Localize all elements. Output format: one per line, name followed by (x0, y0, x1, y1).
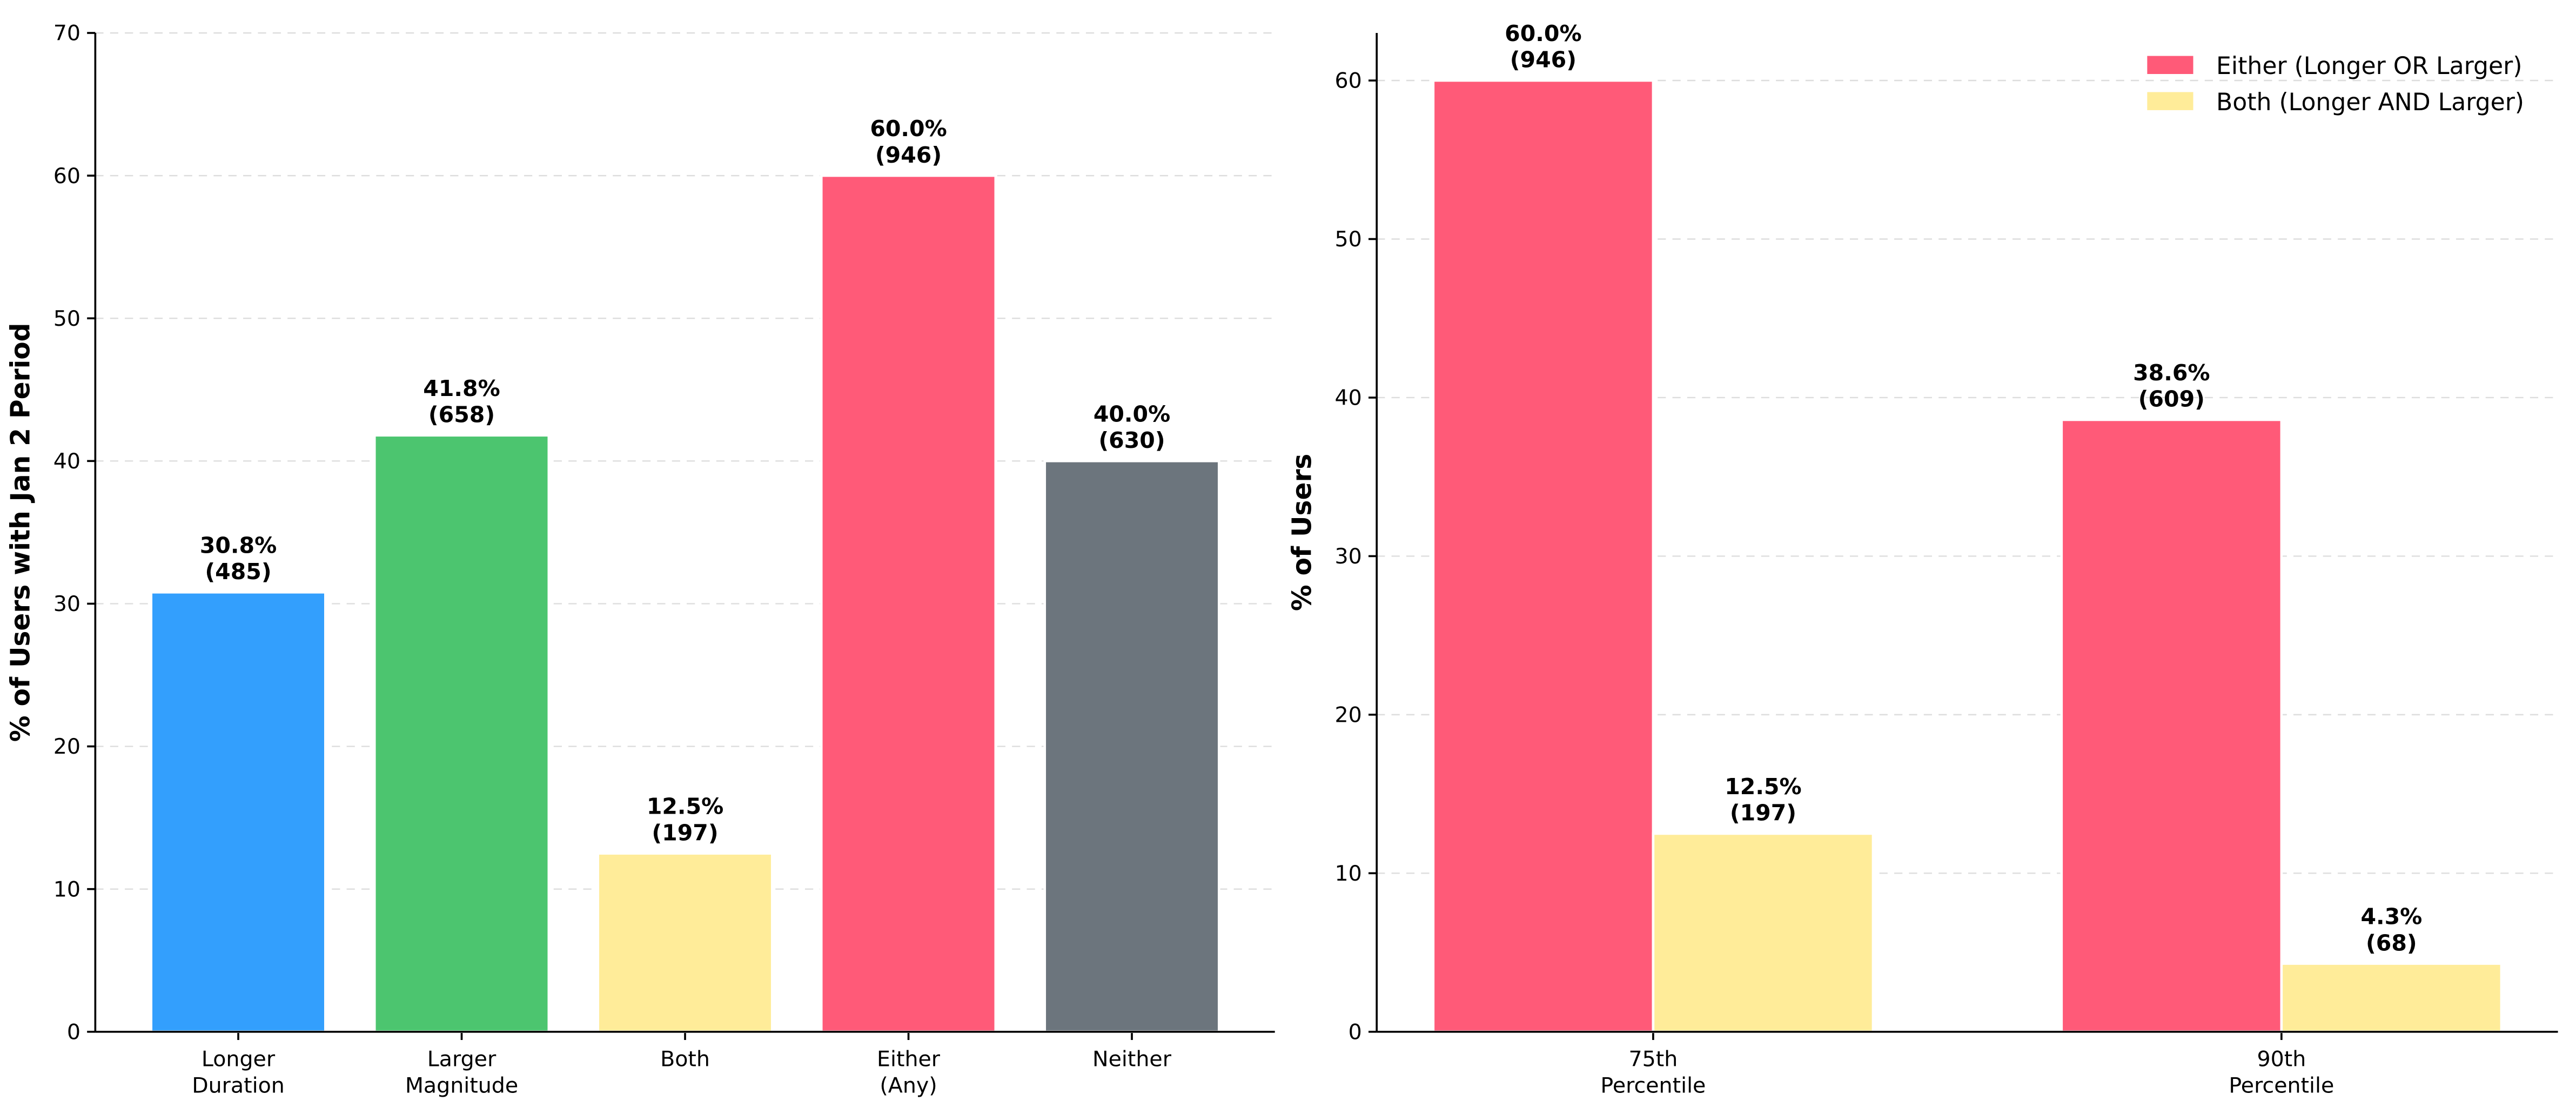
y-tick-label: 40 (53, 449, 81, 474)
x-tick-label: Larger Magnitude (405, 1047, 518, 1098)
legend-label: Either (Longer OR Larger) (2216, 52, 2522, 80)
y-tick-label: 70 (53, 21, 81, 46)
bar (2280, 962, 2503, 1034)
legend-swatch (2147, 92, 2193, 110)
legend-label: Both (Longer AND Larger) (2216, 89, 2524, 116)
x-tick-label: 90th Percentile (2229, 1047, 2334, 1098)
y-tick-label: 0 (1349, 1019, 1362, 1044)
y-tick-label: 40 (1335, 386, 1362, 411)
y-tick-label: 30 (53, 592, 81, 616)
y-tick-label: 20 (53, 734, 81, 759)
x-tick-label: Both (660, 1047, 710, 1072)
value-label: 4.3% (68) (2360, 904, 2422, 956)
value-label: 12.5% (197) (1725, 774, 1801, 826)
value-label: 41.8% (658) (423, 375, 500, 428)
bar (1043, 460, 1220, 1034)
bar (820, 174, 997, 1034)
bar (2060, 418, 2283, 1034)
value-label: 30.8% (485) (200, 532, 277, 585)
y-tick-label: 30 (1335, 544, 1362, 569)
value-label: 40.0% (630) (1094, 401, 1170, 453)
bar (150, 591, 327, 1034)
y-tick-label: 10 (1335, 861, 1362, 886)
bar (596, 852, 774, 1034)
bar (1652, 832, 1875, 1034)
value-label: 60.0% (946) (1505, 21, 1581, 73)
y-tick-label: 60 (53, 164, 81, 189)
y-tick-label: 0 (67, 1019, 81, 1044)
bar (1432, 79, 1655, 1034)
bar (373, 434, 551, 1034)
y-tick-label: 20 (1335, 703, 1362, 728)
y-tick-label: 60 (1335, 69, 1362, 93)
x-tick-label: 75th Percentile (1600, 1047, 1706, 1098)
y-axis-label: % of Users with Jan 2 Period (6, 323, 36, 742)
y-tick-label: 50 (1335, 227, 1362, 252)
y-axis-label: % of Users (1287, 454, 1318, 612)
legend-swatch (2147, 56, 2193, 74)
y-tick-label: 50 (53, 306, 81, 331)
value-label: 12.5% (197) (647, 794, 723, 846)
x-tick-label: Either (Any) (877, 1047, 941, 1098)
x-tick-label: Longer Duration (192, 1047, 285, 1098)
value-label: 38.6% (609) (2133, 360, 2210, 412)
x-tick-label: Neither (1092, 1047, 1172, 1072)
value-label: 60.0% (946) (870, 116, 947, 168)
y-tick-label: 10 (53, 877, 81, 902)
